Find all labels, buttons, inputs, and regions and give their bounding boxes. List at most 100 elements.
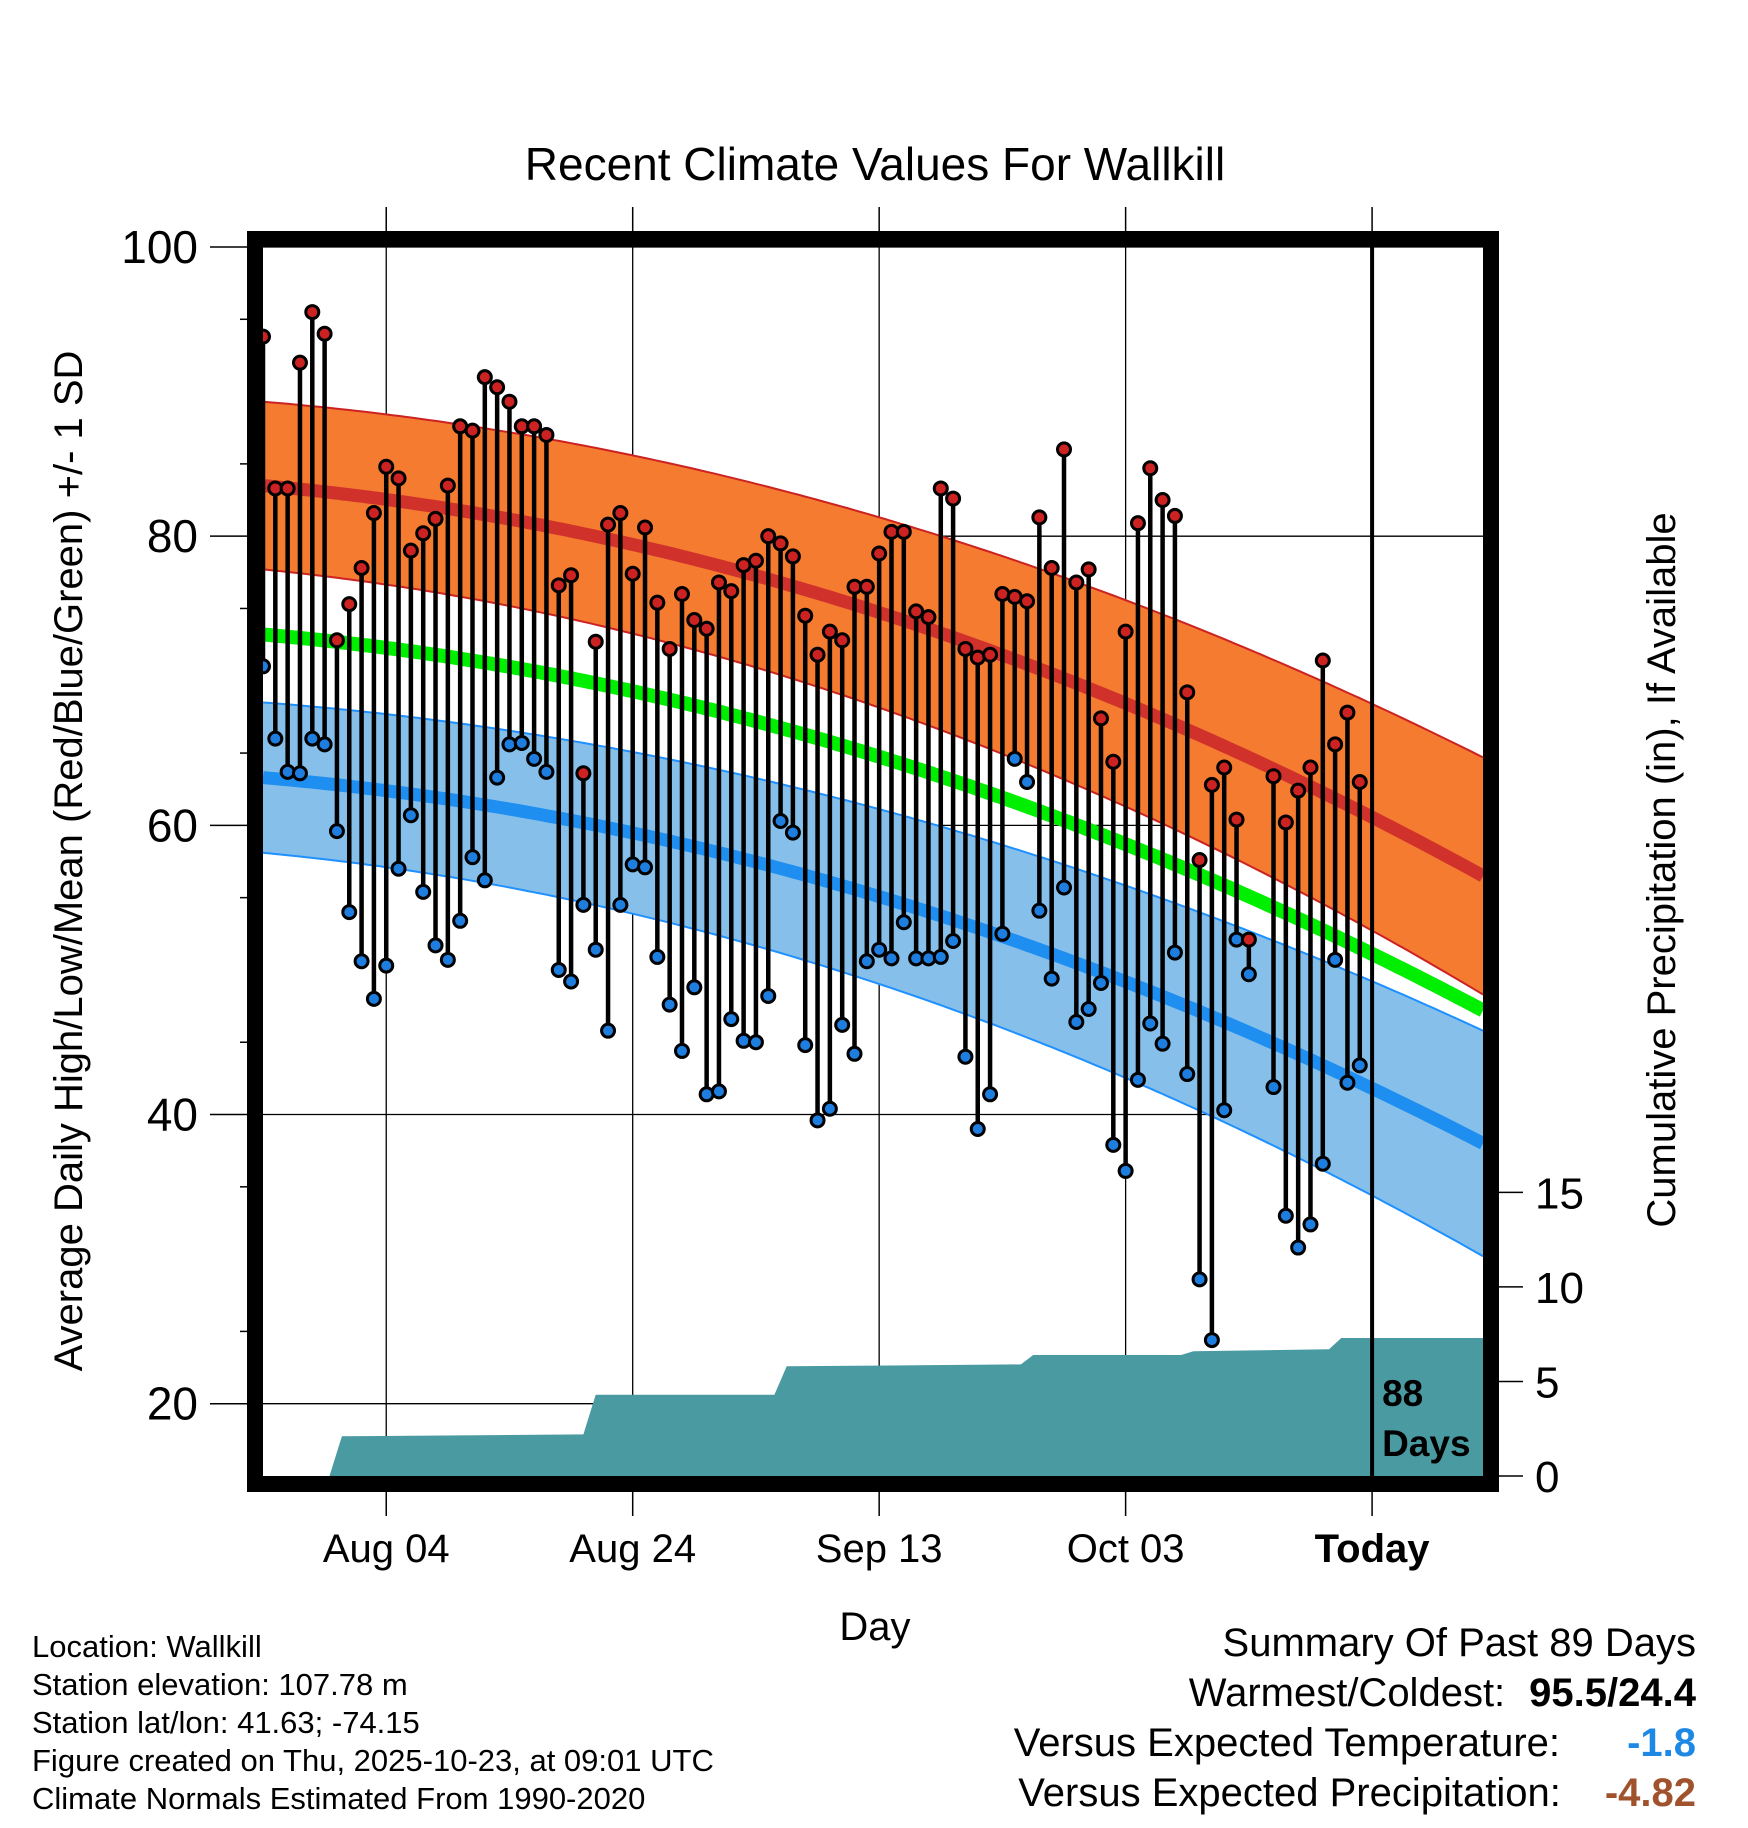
daily-high-point	[1228, 811, 1245, 828]
daily-low-point	[747, 1034, 764, 1051]
daily-low-point	[673, 1042, 690, 1059]
daily-high-point	[871, 545, 888, 562]
daily-high-point	[673, 586, 690, 603]
daily-high-point	[710, 574, 727, 591]
daily-low-point	[1043, 970, 1060, 987]
daily-low-point	[969, 1120, 986, 1137]
precip-departure-value: -4.82	[1604, 1771, 1696, 1815]
daily-low-point	[1203, 1332, 1220, 1349]
daily-high-point	[439, 477, 456, 494]
daily-high-point	[1031, 509, 1048, 526]
daily-high-point	[415, 525, 432, 542]
daily-low-point	[772, 813, 789, 830]
daily-high-point	[489, 379, 506, 396]
daily-low-point	[1142, 1015, 1159, 1032]
daily-low-point	[637, 859, 654, 876]
daily-low-point	[1327, 951, 1344, 968]
daily-low-point	[883, 950, 900, 967]
x-tick-label: Aug 04	[323, 1527, 450, 1571]
daily-high-point	[1327, 736, 1344, 753]
daily-high-point	[353, 559, 370, 576]
warm-cold-value: 95.5/24.4	[1529, 1671, 1696, 1715]
daily-low-point	[464, 849, 481, 866]
daily-high-point	[427, 510, 444, 527]
daily-high-point	[1314, 652, 1331, 669]
daily-high-point	[365, 505, 382, 522]
daily-low-point	[760, 987, 777, 1004]
daily-high-point	[1092, 710, 1109, 727]
low-normal-line	[263, 771, 1483, 1150]
daily-low-point	[1351, 1057, 1368, 1074]
daily-low-point	[267, 730, 284, 747]
y-left-tick-label: 40	[147, 1089, 198, 1141]
daily-high-point	[279, 480, 296, 497]
high-band-lower-edge	[263, 568, 1483, 996]
daily-high-point	[723, 583, 740, 600]
daily-low-point	[476, 872, 493, 889]
low-band-upper-edge	[263, 701, 1483, 1032]
y-right-tick-label: 5	[1535, 1358, 1559, 1407]
daily-low-point	[945, 933, 962, 950]
precip-departure-label: Versus Expected Precipitation:	[1018, 1771, 1561, 1815]
daily-high-point	[957, 640, 974, 657]
daily-high-point	[550, 577, 567, 594]
daily-low-point	[538, 763, 555, 780]
daily-low-point	[871, 941, 888, 958]
daily-low-point	[1019, 773, 1036, 790]
y-left-tick-label: 20	[147, 1378, 198, 1430]
daily-high-point	[686, 612, 703, 629]
daily-high-point	[1080, 561, 1097, 578]
daily-high-point	[600, 516, 617, 533]
high-normal-band	[263, 401, 1483, 995]
daily-low-point	[402, 807, 419, 824]
x-tick-label: Oct 03	[1067, 1527, 1185, 1571]
created-text: Figure created on Thu, 2025-10-23, at 09…	[32, 1743, 714, 1778]
daily-high-point	[526, 418, 543, 435]
daily-high-point	[1191, 852, 1208, 869]
daily-low-point	[439, 951, 456, 968]
daily-low-point	[809, 1112, 826, 1129]
daily-low-point	[452, 912, 469, 929]
daily-high-point	[834, 632, 851, 649]
daily-low-point	[1092, 974, 1109, 991]
daily-high-point	[1351, 773, 1368, 790]
daily-high-point	[538, 426, 555, 443]
days-word-label: Days	[1382, 1423, 1470, 1464]
daily-low-point	[341, 904, 358, 921]
daily-high-point	[1302, 759, 1319, 776]
daily-low-point	[1154, 1035, 1171, 1052]
daily-low-point	[489, 769, 506, 786]
plot-frame	[247, 231, 1499, 1492]
precip-cumulative-area	[329, 1338, 1483, 1476]
daily-high-point	[1129, 515, 1146, 532]
daily-low-point	[649, 948, 666, 965]
y-left-axis-label: Average Daily High/Low/Mean (Red/Blue/Gr…	[47, 351, 91, 1372]
summary-title: Summary Of Past 89 Days	[1222, 1621, 1696, 1665]
daily-low-point	[1277, 1207, 1294, 1224]
daily-low-point	[600, 1022, 617, 1039]
daily-low-point	[723, 1011, 740, 1028]
daily-high-point	[1290, 782, 1307, 799]
daily-low-point	[932, 948, 949, 965]
daily-high-point	[563, 567, 580, 584]
daily-high-point	[1339, 704, 1356, 721]
daily-high-point	[263, 328, 271, 345]
daily-low-point	[563, 973, 580, 990]
daily-high-point	[895, 523, 912, 540]
daily-high-point	[464, 422, 481, 439]
daily-high-point	[390, 470, 407, 487]
daily-low-point	[1265, 1079, 1282, 1096]
daily-low-point	[427, 937, 444, 954]
daily-high-point	[649, 594, 666, 611]
y-left-tick-label: 100	[121, 221, 198, 273]
daily-high-point	[624, 565, 641, 582]
daily-low-point	[1056, 879, 1073, 896]
daily-high-point	[304, 304, 321, 321]
daily-high-point	[1179, 684, 1196, 701]
daily-high-point	[797, 607, 814, 624]
y-right-axis-label: Cumulative Precipitation (in), If Availa…	[1640, 512, 1684, 1227]
daily-high-point	[316, 325, 333, 342]
elevation-text: Station elevation: 107.78 m	[32, 1667, 408, 1702]
daily-high-point	[575, 765, 592, 782]
